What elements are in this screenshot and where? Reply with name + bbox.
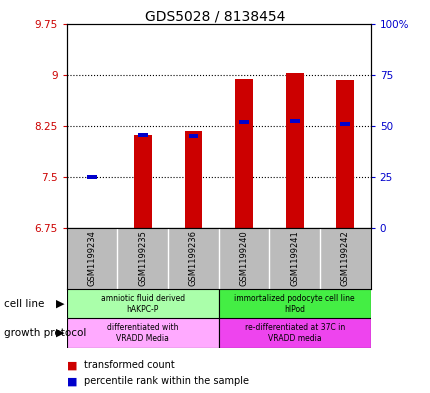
- Text: GSM1199241: GSM1199241: [289, 231, 298, 286]
- Text: percentile rank within the sample: percentile rank within the sample: [84, 376, 249, 386]
- Bar: [67, 289, 218, 318]
- Text: GSM1199242: GSM1199242: [340, 231, 349, 286]
- Text: GSM1199240: GSM1199240: [239, 231, 248, 286]
- Text: transformed count: transformed count: [84, 360, 175, 371]
- Text: ■: ■: [67, 376, 77, 386]
- Bar: [184, 130, 202, 228]
- Text: growth protocol: growth protocol: [4, 328, 86, 338]
- Bar: [83, 228, 101, 235]
- Bar: [336, 80, 353, 228]
- Text: GSM1199234: GSM1199234: [87, 230, 96, 286]
- Bar: [340, 122, 350, 126]
- Bar: [67, 318, 218, 348]
- Bar: [239, 120, 249, 125]
- Text: GDS5028 / 8138454: GDS5028 / 8138454: [145, 10, 285, 24]
- Bar: [218, 289, 370, 318]
- Text: GSM1199236: GSM1199236: [188, 230, 197, 286]
- Bar: [188, 134, 198, 138]
- Bar: [289, 119, 299, 123]
- Text: cell line: cell line: [4, 299, 45, 309]
- Text: ▶: ▶: [56, 328, 64, 338]
- Text: amniotic fluid derived
hAKPC-P: amniotic fluid derived hAKPC-P: [101, 294, 184, 314]
- Text: immortalized podocyte cell line
hIPod: immortalized podocyte cell line hIPod: [234, 294, 354, 314]
- Bar: [235, 79, 252, 228]
- Text: differentiated with
VRADD Media: differentiated with VRADD Media: [107, 323, 178, 343]
- Bar: [134, 135, 151, 228]
- Text: ▶: ▶: [56, 299, 64, 309]
- Bar: [218, 318, 370, 348]
- Text: re-differentiated at 37C in
VRADD media: re-differentiated at 37C in VRADD media: [244, 323, 344, 343]
- Bar: [285, 73, 303, 228]
- Bar: [87, 175, 97, 179]
- Text: GSM1199235: GSM1199235: [138, 230, 147, 286]
- Bar: [138, 132, 147, 137]
- Text: ■: ■: [67, 360, 77, 371]
